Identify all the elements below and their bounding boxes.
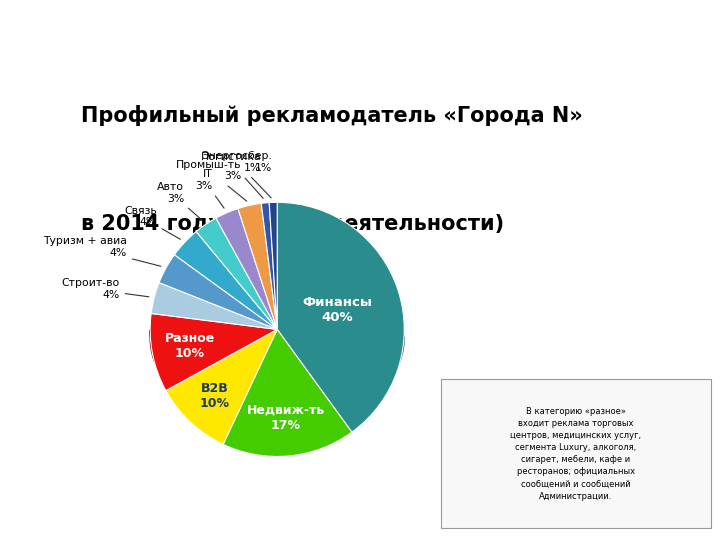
Text: в 2014 году (сферы деятельности): в 2014 году (сферы деятельности)	[81, 213, 504, 234]
Text: Промыш-ть
3%: Промыш-ть 3%	[176, 160, 247, 201]
Wedge shape	[269, 202, 277, 329]
Text: Строит-во
4%: Строит-во 4%	[61, 278, 149, 300]
Text: Финансы
40%: Финансы 40%	[302, 296, 373, 324]
Wedge shape	[223, 329, 352, 456]
Wedge shape	[261, 202, 277, 329]
Text: IT
3%: IT 3%	[195, 170, 224, 208]
Text: Разное
10%: Разное 10%	[165, 332, 215, 360]
Text: Туризм + авиа
4%: Туризм + авиа 4%	[43, 236, 161, 266]
Polygon shape	[223, 329, 277, 423]
Wedge shape	[166, 329, 277, 444]
Text: Связь
4%: Связь 4%	[124, 206, 180, 239]
Polygon shape	[277, 329, 352, 414]
Polygon shape	[166, 329, 277, 383]
Wedge shape	[150, 314, 277, 390]
Text: B2B
10%: B2B 10%	[199, 382, 230, 410]
Text: Энергосбер.
1%: Энергосбер. 1%	[201, 151, 272, 198]
Text: Профильный рекламодатель «Города N»: Профильный рекламодатель «Города N»	[81, 105, 582, 126]
Wedge shape	[151, 282, 277, 329]
FancyBboxPatch shape	[441, 379, 711, 528]
Text: Город N: Город N	[24, 208, 40, 278]
Text: Недвиж-ть
17%: Недвиж-ть 17%	[246, 404, 325, 432]
Wedge shape	[238, 204, 277, 329]
Polygon shape	[223, 329, 277, 423]
Text: Авто
3%: Авто 3%	[158, 182, 202, 220]
Wedge shape	[159, 255, 277, 329]
Polygon shape	[150, 330, 166, 383]
Wedge shape	[216, 208, 277, 329]
Wedge shape	[277, 202, 404, 432]
Polygon shape	[277, 329, 352, 414]
Wedge shape	[197, 218, 277, 329]
Polygon shape	[352, 336, 404, 414]
Wedge shape	[174, 232, 277, 329]
Polygon shape	[166, 375, 223, 423]
Text: Погистика
1%: Погистика 1%	[201, 152, 263, 198]
Polygon shape	[223, 407, 352, 433]
Polygon shape	[166, 329, 277, 383]
Text: В категорию «разное»
входит реклама торговых
центров, медицинских услуг,
сегмент: В категорию «разное» входит реклама торг…	[510, 407, 642, 501]
